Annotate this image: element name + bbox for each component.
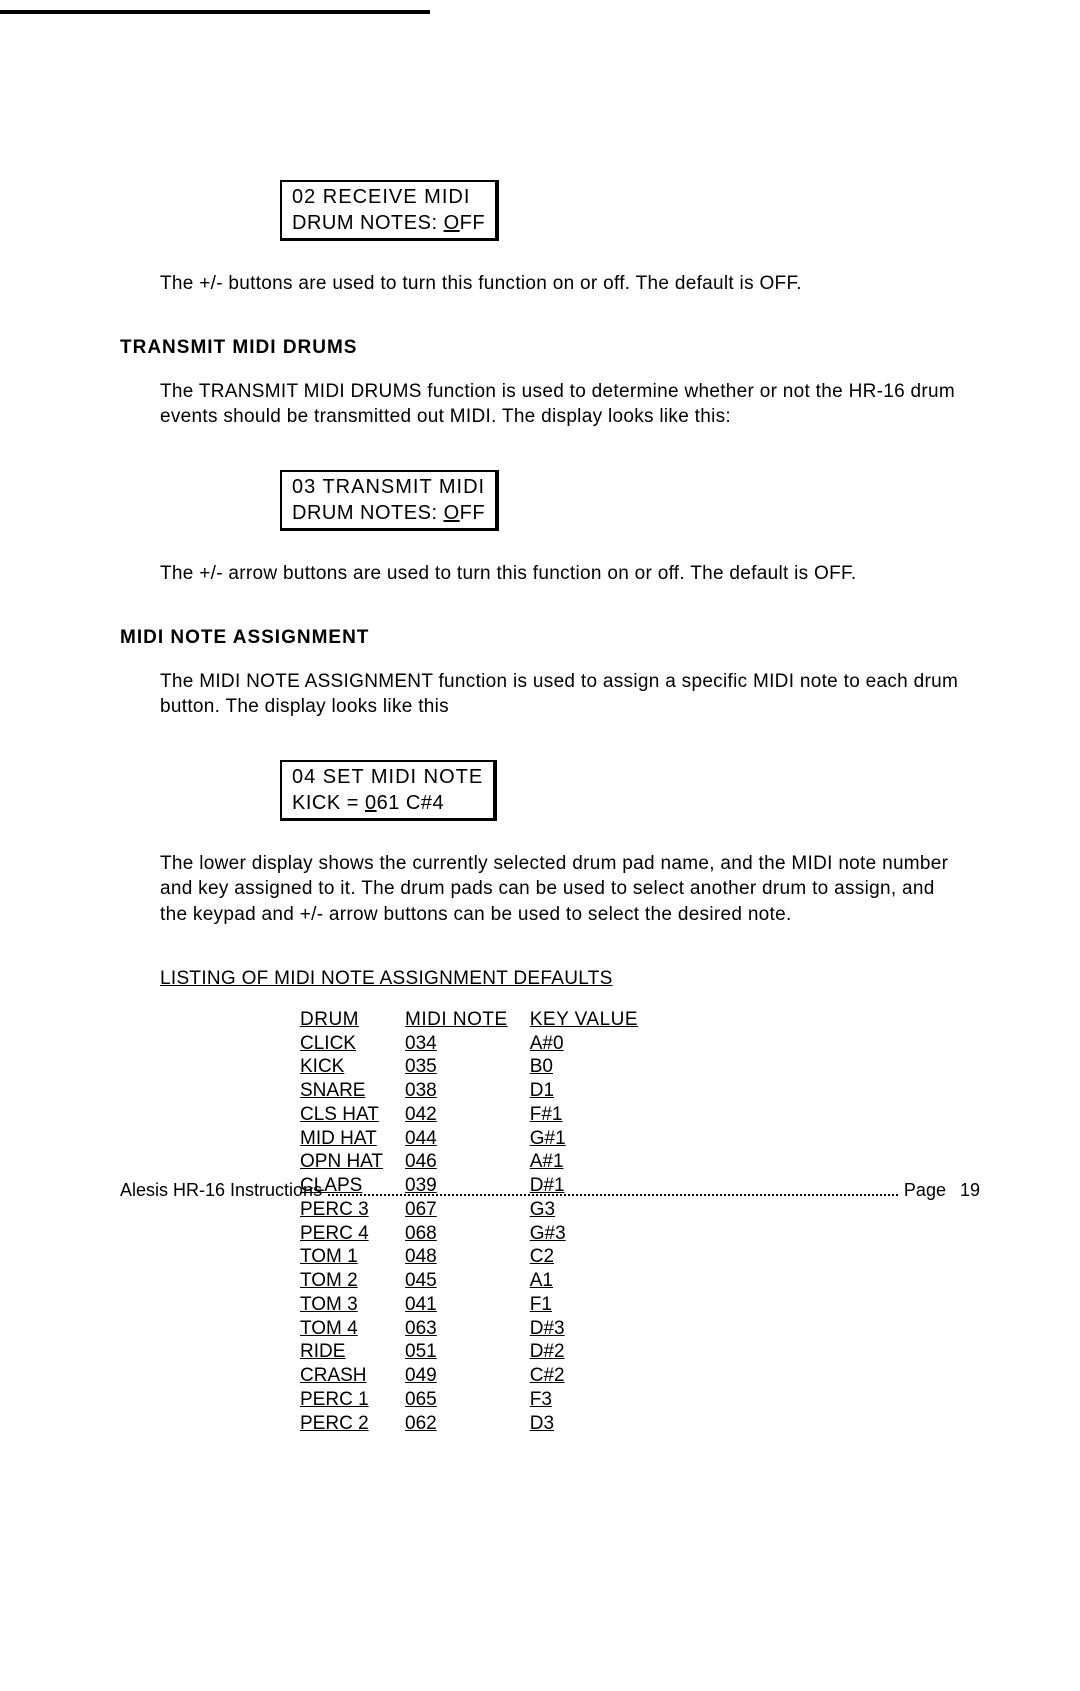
table-cell: CRASH [300, 1364, 405, 1388]
table-cell: MID HAT [300, 1127, 405, 1151]
table-cell: RIDE [300, 1340, 405, 1364]
table-cell: 035 [405, 1055, 530, 1079]
lcd-line2: KICK = 061 C#4 [292, 790, 483, 816]
table-row: SNARE038D1 [300, 1079, 660, 1103]
table-cell: 048 [405, 1245, 530, 1269]
table-cell: 051 [405, 1340, 530, 1364]
col-midi-note: MIDI NOTE [405, 1008, 530, 1032]
table-row: TOM 3041F1 [300, 1293, 660, 1317]
table-row: CLS HAT042F#1 [300, 1103, 660, 1127]
table-row: TOM 4063D#3 [300, 1317, 660, 1341]
lcd-display-set-note: 04 SET MIDI NOTE KICK = 061 C#4 [280, 760, 497, 821]
table-cell: CLS HAT [300, 1103, 405, 1127]
table-cell: 044 [405, 1127, 530, 1151]
footer-dots [328, 1180, 898, 1196]
top-rule [0, 10, 430, 14]
paragraph: The TRANSMIT MIDI DRUMS function is used… [160, 379, 960, 430]
table-cell: 045 [405, 1269, 530, 1293]
paragraph: The +/- arrow buttons are used to turn t… [160, 561, 960, 587]
table-row: RIDE051D#2 [300, 1340, 660, 1364]
table-cell: 063 [405, 1317, 530, 1341]
lcd-line1: 03 TRANSMIT MIDI [292, 474, 485, 500]
table-cell: F3 [530, 1388, 660, 1412]
lcd-line1: 04 SET MIDI NOTE [292, 764, 483, 790]
page-footer: Alesis HR-16 Instructions Page 19 [120, 1180, 980, 1201]
table-row: PERC 1065F3 [300, 1388, 660, 1412]
paragraph: The MIDI NOTE ASSIGNMENT function is use… [160, 669, 960, 720]
footer-page-label: Page [904, 1180, 946, 1201]
table-title: LISTING OF MIDI NOTE ASSIGNMENT DEFAULTS [160, 968, 960, 990]
table-cell: 065 [405, 1388, 530, 1412]
table-cell: 042 [405, 1103, 530, 1127]
table-row: KICK035B0 [300, 1055, 660, 1079]
lcd-line2: DRUM NOTES: OFF [292, 210, 485, 236]
lcd-line1: 02 RECEIVE MIDI [292, 184, 485, 210]
table-cell: D#2 [530, 1340, 660, 1364]
table-cell: KICK [300, 1055, 405, 1079]
page-content: 02 RECEIVE MIDI DRUM NOTES: OFF The +/- … [0, 0, 1080, 1435]
midi-note-table: DRUM MIDI NOTE KEY VALUE CLICK034A#0KICK… [300, 1008, 660, 1436]
table-cell: SNARE [300, 1079, 405, 1103]
table-row: CRASH049C#2 [300, 1364, 660, 1388]
table-cell: PERC 2 [300, 1412, 405, 1436]
table-row: CLICK034A#0 [300, 1032, 660, 1056]
table-cell: D3 [530, 1412, 660, 1436]
footer-title: Alesis HR-16 Instructions [120, 1180, 322, 1201]
table-header-row: DRUM MIDI NOTE KEY VALUE [300, 1008, 660, 1032]
table-row: TOM 1048C2 [300, 1245, 660, 1269]
table-cell: A#1 [530, 1150, 660, 1174]
table-cell: 062 [405, 1412, 530, 1436]
table-cell: CLICK [300, 1032, 405, 1056]
table-cell: PERC 4 [300, 1222, 405, 1246]
table-row: MID HAT044G#1 [300, 1127, 660, 1151]
footer-page-number: 19 [960, 1180, 980, 1201]
col-drum: DRUM [300, 1008, 405, 1032]
table-cell: TOM 4 [300, 1317, 405, 1341]
table-cell: 046 [405, 1150, 530, 1174]
table-cell: A#0 [530, 1032, 660, 1056]
table-cell: 034 [405, 1032, 530, 1056]
table-cell: TOM 3 [300, 1293, 405, 1317]
table-cell: TOM 1 [300, 1245, 405, 1269]
table-cell: D1 [530, 1079, 660, 1103]
table-cell: TOM 2 [300, 1269, 405, 1293]
table-row: PERC 4068G#3 [300, 1222, 660, 1246]
paragraph: The +/- buttons are used to turn this fu… [160, 271, 960, 297]
col-key-value: KEY VALUE [530, 1008, 660, 1032]
table-cell: F#1 [530, 1103, 660, 1127]
table-cell: 068 [405, 1222, 530, 1246]
table-cell: D#3 [530, 1317, 660, 1341]
table-row: TOM 2045A1 [300, 1269, 660, 1293]
table-cell: C2 [530, 1245, 660, 1269]
table-cell: B0 [530, 1055, 660, 1079]
table-row: PERC 2062D3 [300, 1412, 660, 1436]
table-cell: OPN HAT [300, 1150, 405, 1174]
table-cell: 038 [405, 1079, 530, 1103]
table-row: OPN HAT046A#1 [300, 1150, 660, 1174]
table-cell: C#2 [530, 1364, 660, 1388]
lcd-line2: DRUM NOTES: OFF [292, 500, 485, 526]
table-cell: 049 [405, 1364, 530, 1388]
section-heading-midi-note: MIDI NOTE ASSIGNMENT [120, 627, 960, 649]
table-cell: G#3 [530, 1222, 660, 1246]
section-heading-transmit: TRANSMIT MIDI DRUMS [120, 337, 960, 359]
table-cell: 041 [405, 1293, 530, 1317]
table-cell: PERC 1 [300, 1388, 405, 1412]
table-cell: F1 [530, 1293, 660, 1317]
table-cell: G#1 [530, 1127, 660, 1151]
paragraph: The lower display shows the currently se… [160, 851, 960, 928]
lcd-display-receive: 02 RECEIVE MIDI DRUM NOTES: OFF [280, 180, 499, 241]
table-cell: A1 [530, 1269, 660, 1293]
lcd-display-transmit: 03 TRANSMIT MIDI DRUM NOTES: OFF [280, 470, 499, 531]
